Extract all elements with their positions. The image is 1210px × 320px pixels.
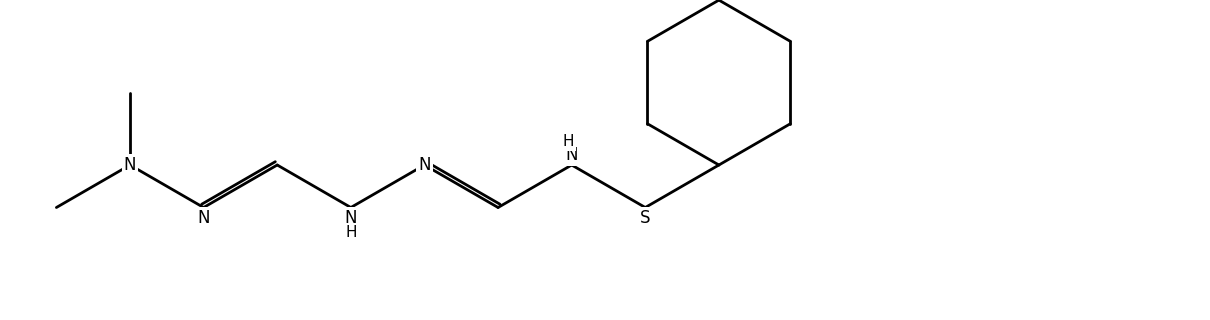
Text: H: H [345,225,357,240]
Text: H: H [563,134,575,149]
Text: N: N [197,209,209,227]
Text: N: N [345,209,357,227]
Text: N: N [123,156,137,174]
Text: S: S [640,209,651,227]
Text: N: N [419,156,431,174]
Text: N: N [565,146,578,164]
